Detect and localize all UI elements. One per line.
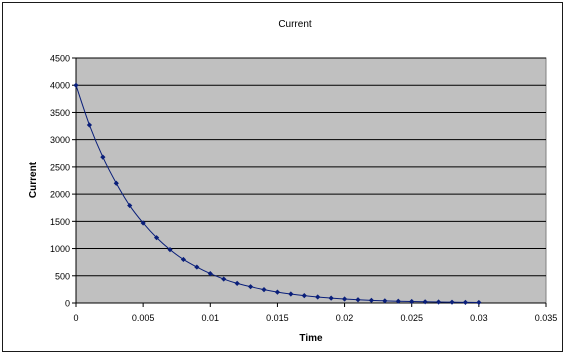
data-point: [194, 264, 200, 270]
chart-title: Current: [278, 19, 312, 30]
y-tick-label: 4500: [50, 54, 70, 64]
data-point: [409, 298, 415, 305]
data-point: [341, 296, 348, 302]
data-point: [167, 247, 173, 253]
y-tick-label: 1000: [50, 244, 70, 254]
y-tick-label: 1500: [50, 217, 70, 227]
data-point: [140, 220, 146, 226]
x-tick-label: 0.02: [336, 313, 354, 323]
data-point: [422, 299, 428, 305]
y-tick-label: 2000: [50, 190, 70, 200]
y-tick-label: 3000: [50, 135, 70, 145]
x-tick-label: 0.01: [202, 313, 220, 323]
data-point: [476, 299, 482, 306]
data-point: [274, 289, 281, 295]
y-tick-label: 4000: [50, 81, 70, 91]
data-point: [435, 299, 442, 305]
x-tick-label: 0.035: [535, 313, 558, 323]
data-point: [207, 271, 213, 277]
data-point: [100, 154, 106, 160]
x-tick-label: 0.025: [400, 313, 423, 323]
data-point: [221, 276, 227, 282]
data-point: [355, 297, 361, 303]
y-tick-label: 0: [65, 299, 70, 309]
x-tick-label: 0: [73, 313, 78, 323]
data-point: [462, 299, 469, 305]
data-point: [315, 294, 321, 300]
x-tick-label: 0.015: [266, 313, 289, 323]
data-point: [180, 256, 187, 263]
data-point: [261, 287, 267, 293]
data-point: [127, 202, 133, 209]
data-point: [395, 298, 401, 304]
y-tick-label: 2500: [50, 162, 70, 172]
x-tick-label: 0.03: [470, 313, 488, 323]
data-point: [73, 82, 79, 88]
data-point: [449, 299, 455, 305]
data-point: [301, 293, 307, 299]
data-point: [247, 284, 254, 290]
data-point: [368, 297, 375, 303]
data-point: [86, 122, 93, 128]
data-point: [153, 235, 160, 241]
axes: [72, 57, 547, 307]
y-axis-tick-labels: 0 500 1000 1500 2000 2500 3000 3500 4000 4500: [50, 54, 70, 309]
x-axis-tick-labels: 0 0.005 0.01 0.015 0.02 0.025 0.03 0.035: [73, 313, 557, 323]
y-tick-label: 3500: [50, 108, 70, 118]
plot-area: [75, 57, 547, 304]
y-axis-label: Current: [28, 161, 39, 198]
gridlines: [76, 57, 546, 277]
data-point: [234, 280, 240, 286]
data-point: [328, 295, 334, 301]
x-tick-label: 0.005: [132, 313, 155, 323]
series-current: [73, 82, 482, 306]
data-point: [288, 291, 294, 297]
data-point: [113, 180, 119, 186]
x-axis-label: Time: [299, 333, 323, 344]
y-tick-label: 500: [55, 271, 70, 281]
data-point: [382, 298, 388, 304]
